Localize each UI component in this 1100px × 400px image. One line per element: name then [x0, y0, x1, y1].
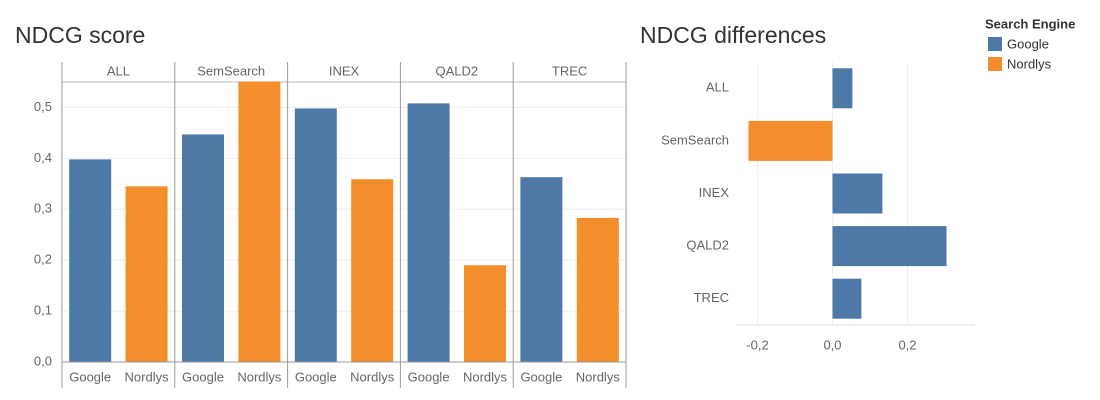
- x-tick-label: Google: [408, 369, 450, 384]
- facet-label: SemSearch: [197, 63, 265, 78]
- bar: [182, 134, 224, 362]
- x-tick-label: Google: [520, 369, 562, 384]
- bar: [748, 120, 833, 161]
- legend-swatch: [988, 37, 1002, 51]
- bar: [351, 179, 394, 362]
- x-tick-label: Nordlys: [576, 369, 621, 384]
- y-tick-label: 0,1: [34, 303, 52, 318]
- x-tick-label: 0,2: [898, 337, 916, 352]
- legend-title: Search Engine: [985, 16, 1075, 31]
- x-tick-label: Nordlys: [463, 369, 508, 384]
- facet-label: QALD2: [435, 63, 478, 78]
- chart-title: NDCG score: [15, 22, 145, 48]
- bar: [832, 226, 947, 267]
- chart-title: NDCG differences: [640, 22, 826, 48]
- y-tick-label: SemSearch: [661, 132, 729, 147]
- y-tick-label: 0,5: [34, 99, 52, 114]
- facet-label: INEX: [329, 63, 360, 78]
- bar: [294, 108, 337, 363]
- facet-label: TREC: [552, 63, 587, 78]
- bar: [520, 177, 563, 362]
- x-tick-label: 0,0: [823, 337, 841, 352]
- y-tick-label: 0,0: [34, 353, 52, 368]
- legend-label: Nordlys: [1007, 56, 1052, 71]
- bar: [832, 68, 853, 109]
- y-tick-label: 0,2: [34, 252, 52, 267]
- y-tick-label: QALD2: [686, 238, 729, 253]
- bar: [832, 278, 862, 319]
- legend-swatch: [988, 57, 1002, 71]
- y-tick-label: ALL: [706, 80, 729, 95]
- y-tick-label: 0,4: [34, 150, 52, 165]
- legend-label: Google: [1007, 36, 1049, 51]
- y-tick-label: 0,3: [34, 201, 52, 216]
- bar: [407, 103, 450, 362]
- y-tick-label: TREC: [694, 290, 729, 305]
- x-tick-label: Google: [69, 369, 111, 384]
- bar: [69, 159, 112, 362]
- x-tick-label: -0,2: [746, 337, 768, 352]
- x-tick-label: Nordlys: [237, 369, 282, 384]
- x-tick-label: Nordlys: [350, 369, 395, 384]
- x-tick-label: Google: [182, 369, 224, 384]
- x-tick-label: Nordlys: [125, 369, 170, 384]
- facet-label: ALL: [107, 63, 130, 78]
- bar: [238, 81, 281, 362]
- y-tick-label: INEX: [699, 185, 730, 200]
- bar: [832, 173, 883, 214]
- x-tick-label: Google: [295, 369, 337, 384]
- bar: [464, 265, 506, 362]
- bar: [576, 217, 619, 362]
- bar: [125, 186, 168, 362]
